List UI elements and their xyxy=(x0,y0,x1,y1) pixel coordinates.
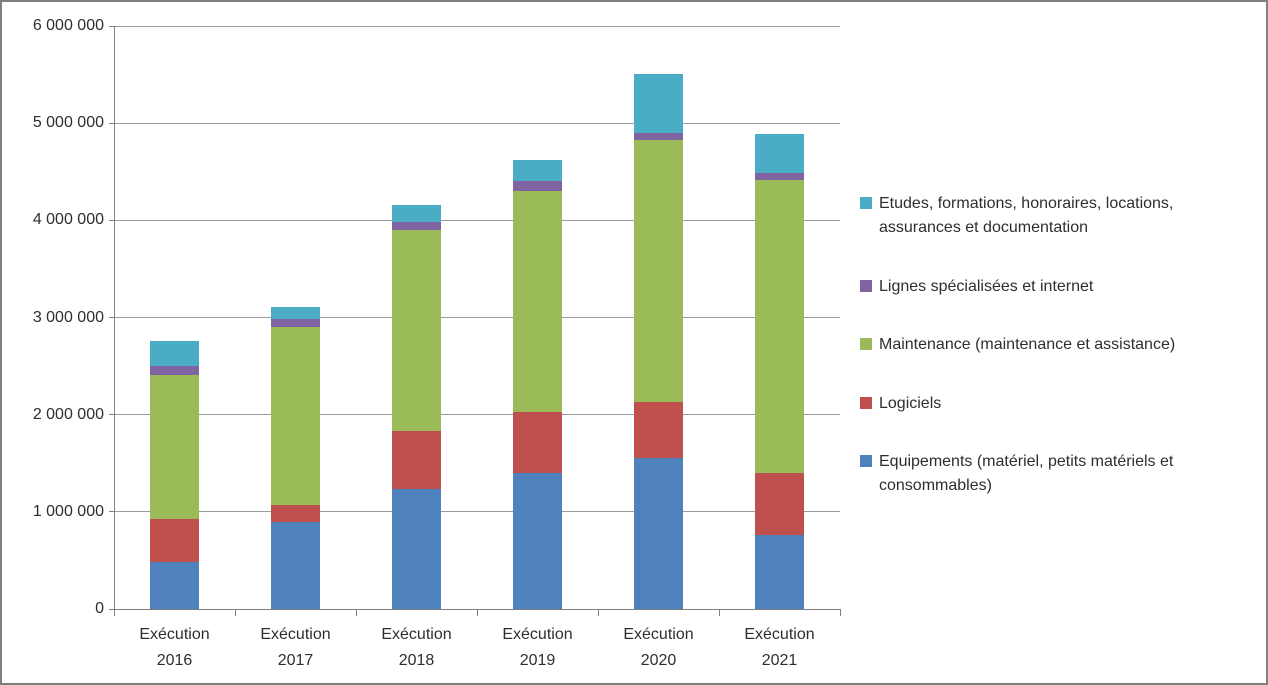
x-axis-tick xyxy=(476,609,478,616)
legend-item: Etudes, formations, honoraires, location… xyxy=(860,192,1258,240)
legend-swatch-icon xyxy=(860,197,872,209)
legend-swatch-icon xyxy=(860,338,872,350)
bar-segment xyxy=(392,230,441,432)
legend-label: Maintenance (maintenance et assistance) xyxy=(879,336,1176,353)
x-tick-label: Exécution 2021 xyxy=(744,626,815,669)
legend-label: Etudes, formations, honoraires, location… xyxy=(879,195,1174,236)
gridline xyxy=(114,219,840,221)
bar-segment xyxy=(755,172,804,180)
x-tick-label: Exécution 2016 xyxy=(139,626,210,669)
legend-item: Logiciels xyxy=(860,392,1258,416)
bar-segment xyxy=(513,472,562,609)
x-axis-tick xyxy=(234,609,236,616)
y-tick-label: 6 000 000 xyxy=(32,17,104,34)
x-tick-label: Exécution 2019 xyxy=(502,626,573,669)
y-axis-tick xyxy=(109,25,114,27)
bar-segment xyxy=(513,181,562,192)
x-tick-label: Exécution 2020 xyxy=(623,626,694,669)
bar-segment xyxy=(392,431,441,489)
x-axis-tick xyxy=(113,609,115,616)
legend-label: Lignes spécialisées et internet xyxy=(879,277,1094,295)
y-tick-label: 1 000 000 xyxy=(32,502,104,520)
y-axis-tick xyxy=(109,122,114,124)
legend-swatch-icon xyxy=(860,455,872,467)
x-tick-label: Exécution 2018 xyxy=(381,626,452,669)
y-tick-label: 3 000 000 xyxy=(32,308,104,326)
bar-segment xyxy=(755,179,804,473)
bar-segment xyxy=(634,402,683,459)
bar-segment xyxy=(634,73,683,133)
bar-segment xyxy=(755,472,804,536)
bar-segment xyxy=(150,366,199,375)
bar-segment xyxy=(392,204,441,223)
y-axis-tick xyxy=(109,511,114,513)
bar-segment xyxy=(634,132,683,140)
bar-segment xyxy=(271,327,320,506)
x-axis-tick xyxy=(597,609,599,616)
bar-segment xyxy=(150,374,199,519)
y-axis-tick xyxy=(109,414,114,416)
legend-item: Equipements (matériel, petits matériels … xyxy=(860,450,1258,498)
bar-segment xyxy=(150,340,199,367)
gridline xyxy=(114,122,840,124)
bar-segment xyxy=(392,488,441,609)
bar-segment xyxy=(634,139,683,403)
y-tick-label: 4 000 000 xyxy=(32,211,104,229)
x-axis-tick xyxy=(355,609,357,616)
y-tick-label: 2 000 000 xyxy=(32,405,104,423)
bar-segment xyxy=(271,521,320,609)
gridline xyxy=(114,25,840,27)
bar-segment xyxy=(513,191,562,412)
x-tick-label: Exécution 2017 xyxy=(260,626,331,669)
bar-segment xyxy=(150,518,199,563)
bar-segment xyxy=(513,411,562,473)
gridline xyxy=(114,511,840,513)
y-axis-tick xyxy=(109,317,114,318)
bar-segment xyxy=(271,318,320,328)
legend-item: Maintenance (maintenance et assistance) xyxy=(860,333,1258,357)
y-tick-label: 0 xyxy=(95,600,104,617)
legend-swatch-icon xyxy=(860,279,872,292)
gridline xyxy=(114,317,840,318)
gridline xyxy=(114,414,840,416)
legend-swatch-icon xyxy=(860,396,872,409)
legend-label: Equipements (matériel, petits matériels … xyxy=(879,453,1174,494)
bar-segment xyxy=(271,505,320,522)
bar-segment xyxy=(755,535,804,609)
x-axis-tick xyxy=(839,609,841,616)
bar-segment xyxy=(634,458,683,609)
bar-segment xyxy=(271,306,320,319)
bar-segment xyxy=(150,562,199,609)
legend-label: Logiciels xyxy=(879,394,942,412)
legend-item: Lignes spécialisées et internet xyxy=(860,275,1258,299)
y-axis-line xyxy=(113,26,115,616)
x-axis-tick xyxy=(718,609,720,616)
legend: Etudes, formations, honoraires, location… xyxy=(860,192,1258,498)
bar-segment xyxy=(755,133,804,173)
y-tick-label: 5 000 000 xyxy=(32,114,104,132)
bar-segment xyxy=(392,222,441,231)
y-axis-tick xyxy=(109,219,114,221)
bar-segment xyxy=(513,160,562,182)
y-axis-tick xyxy=(109,608,114,610)
